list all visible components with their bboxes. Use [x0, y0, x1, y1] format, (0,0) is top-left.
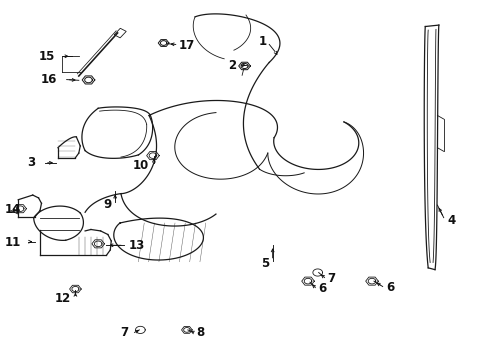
Text: 5: 5 — [261, 257, 269, 270]
Text: 6: 6 — [386, 281, 394, 294]
Text: 9: 9 — [103, 198, 111, 211]
Text: 10: 10 — [133, 159, 149, 172]
Text: 13: 13 — [128, 239, 144, 252]
Text: 12: 12 — [54, 292, 70, 305]
Text: 4: 4 — [446, 214, 454, 227]
Text: 3: 3 — [27, 156, 35, 169]
Text: 7: 7 — [327, 272, 335, 285]
Text: 17: 17 — [179, 39, 195, 52]
Text: 6: 6 — [318, 282, 326, 295]
Text: 8: 8 — [196, 326, 204, 339]
Text: 1: 1 — [258, 35, 266, 49]
Text: 2: 2 — [228, 59, 236, 72]
Bar — [114, 28, 126, 38]
Text: 16: 16 — [41, 73, 57, 86]
Text: 11: 11 — [4, 236, 20, 249]
Text: 14: 14 — [5, 203, 21, 216]
Text: 15: 15 — [38, 50, 55, 63]
Text: 7: 7 — [121, 326, 128, 339]
